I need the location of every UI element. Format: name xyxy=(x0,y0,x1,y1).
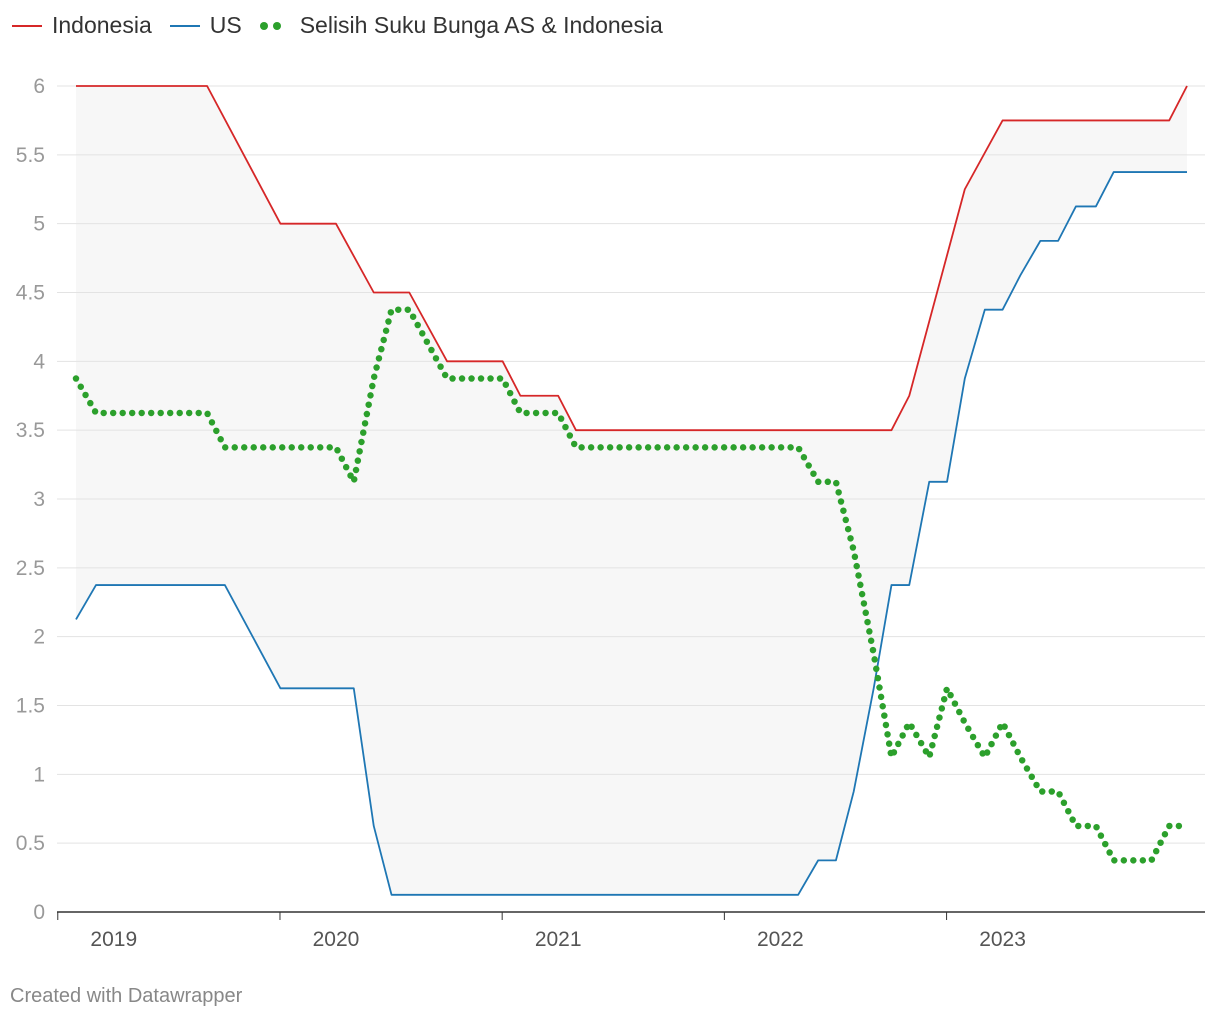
chart-legend: Indonesia US Selisih Suku Bunga AS & Ind… xyxy=(12,12,663,39)
legend-item-us: US xyxy=(169,12,242,39)
x-tick-label: 2023 xyxy=(979,928,1026,951)
y-tick-label: 0 xyxy=(33,901,45,924)
series-line-us xyxy=(75,171,1187,896)
legend-swatch-us xyxy=(169,24,200,27)
legend-swatch-spread xyxy=(259,21,290,30)
y-tick-label: 5 xyxy=(33,213,45,236)
x-tick-label: 2022 xyxy=(757,928,804,951)
y-tick-label: 2.5 xyxy=(16,557,45,580)
series-line-spread xyxy=(72,306,1191,864)
y-tick-label: 1 xyxy=(33,763,45,786)
y-tick-label: 3 xyxy=(33,488,45,511)
series-line-indonesia xyxy=(76,85,1188,432)
y-tick-label: 6 xyxy=(33,75,45,98)
y-tick-label: 1.5 xyxy=(16,695,45,718)
x-tick-label: 2020 xyxy=(313,928,360,951)
legend-label-indonesia: Indonesia xyxy=(52,12,152,38)
y-tick-label: 4.5 xyxy=(16,282,45,305)
x-tick-label: 2019 xyxy=(90,928,137,951)
legend-swatch-indonesia xyxy=(12,24,42,27)
legend-item-indonesia: Indonesia xyxy=(12,12,152,39)
footer-credit: Created with Datawrapper xyxy=(10,985,243,1007)
legend-label-spread: Selisih Suku Bunga AS & Indonesia xyxy=(299,12,663,38)
y-tick-label: 3.5 xyxy=(16,419,45,442)
x-tick-label: 2021 xyxy=(535,928,582,951)
y-tick-label: 2 xyxy=(33,626,45,649)
y-tick-label: 4 xyxy=(33,350,45,373)
y-tick-label: 5.5 xyxy=(16,144,45,167)
y-tick-label: 0.5 xyxy=(16,832,45,855)
legend-label-us: US xyxy=(209,12,242,38)
shaded-area xyxy=(76,86,1187,895)
legend-item-spread: Selisih Suku Bunga AS & Indonesia xyxy=(259,12,663,39)
